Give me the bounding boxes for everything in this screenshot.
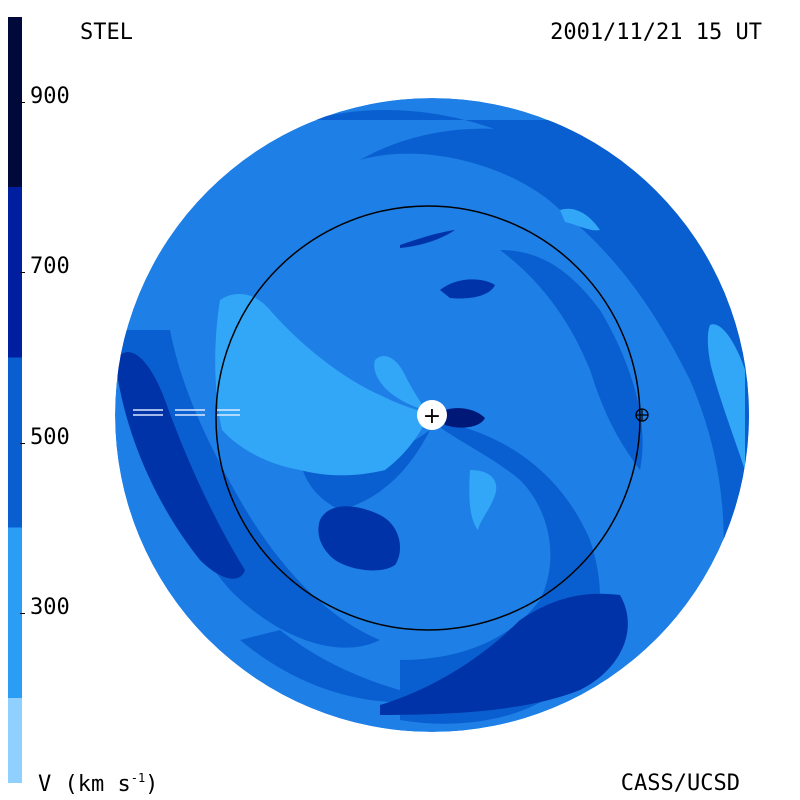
credit-label: CASS/UCSD xyxy=(620,771,740,796)
velocity-band-medium xyxy=(500,250,643,470)
datetime-label: 2001/11/21 15 UT xyxy=(550,20,762,45)
units-close: ) xyxy=(145,772,159,797)
units-exponent: -1 xyxy=(130,771,146,785)
earth-orbit xyxy=(215,205,641,631)
colorbar-tick-label: 500 xyxy=(30,424,70,450)
velocity-band-light xyxy=(707,324,745,470)
velocity-band-medium xyxy=(240,630,440,703)
velocity-band-light xyxy=(215,294,430,476)
velocity-band-medium xyxy=(360,128,749,600)
velocity-band-dark xyxy=(400,230,455,248)
colorbar-tick-mark xyxy=(20,442,25,444)
colorbar-tick-mark xyxy=(20,102,25,104)
sun-symbol: + xyxy=(423,404,441,429)
colorbar-tick-mark xyxy=(20,612,25,614)
velocity-band-dark xyxy=(440,279,495,299)
velocity-band-light xyxy=(560,208,600,231)
velocity-band-dark xyxy=(380,593,628,715)
velocity-band-darkest xyxy=(440,408,485,428)
colorbar-tick-label: 700 xyxy=(30,254,70,280)
colorbar-tick-mark xyxy=(20,272,25,274)
velocity-band-dark xyxy=(115,352,245,579)
velocity-band-light xyxy=(469,470,497,530)
source-label: STEL xyxy=(80,20,133,45)
velocity-colorbar xyxy=(8,17,22,783)
velocity-band-light xyxy=(374,355,425,410)
colorbar-tick-label: 300 xyxy=(30,594,70,620)
sun-marker xyxy=(417,400,447,430)
units-base: V (km s xyxy=(38,772,131,797)
colorbar-tick-label: 900 xyxy=(30,84,70,110)
velocity-band-dark xyxy=(318,506,400,571)
units-label: V (km s-1) xyxy=(38,772,158,796)
